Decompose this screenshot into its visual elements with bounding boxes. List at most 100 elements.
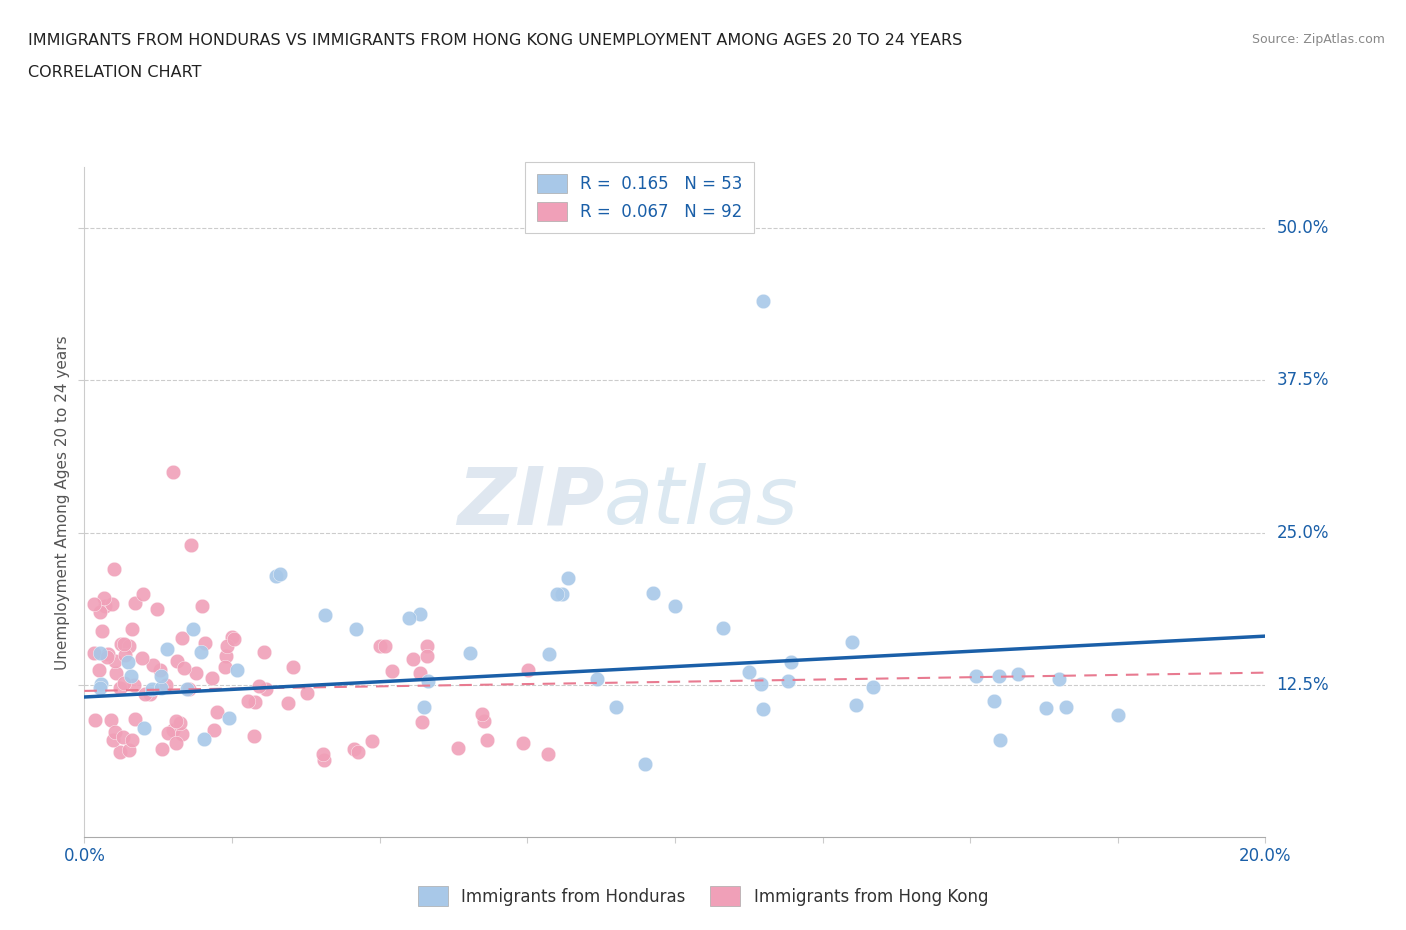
Point: [409, 606, 432, 621]
Text: 25.0%: 25.0%: [1277, 524, 1329, 541]
Point: [779, 655, 801, 670]
Point: [142, 658, 165, 672]
Point: [1047, 671, 1070, 686]
Legend: R =  0.165   N = 53, R =  0.067   N = 92: R = 0.165 N = 53, R = 0.067 N = 92: [524, 163, 754, 232]
Point: [190, 644, 212, 659]
Point: [517, 662, 540, 677]
Point: [988, 732, 1011, 747]
Point: [177, 682, 200, 697]
Point: [1107, 708, 1129, 723]
Point: [398, 610, 420, 625]
Point: [155, 642, 177, 657]
Point: [89, 645, 111, 660]
Point: [165, 736, 187, 751]
Point: [176, 682, 198, 697]
Text: ZIP: ZIP: [457, 463, 605, 541]
Point: [221, 630, 243, 644]
Point: [89, 662, 111, 677]
Point: [1035, 700, 1057, 715]
Point: [117, 655, 139, 670]
Point: [146, 602, 169, 617]
Point: [100, 712, 122, 727]
Point: [112, 676, 135, 691]
Point: [749, 676, 772, 691]
Point: [402, 651, 425, 666]
Point: [169, 715, 191, 730]
Point: [605, 699, 627, 714]
Point: [446, 740, 468, 755]
Point: [134, 686, 156, 701]
Point: [752, 294, 775, 309]
Point: [118, 639, 141, 654]
Point: [111, 729, 134, 744]
Point: [1007, 667, 1029, 682]
Point: [413, 700, 436, 715]
Point: [184, 666, 207, 681]
Point: [94, 599, 117, 614]
Point: [253, 644, 276, 659]
Point: [101, 733, 124, 748]
Point: [205, 704, 228, 719]
Point: [89, 680, 111, 695]
Point: [472, 714, 495, 729]
Point: [546, 586, 568, 601]
Point: [477, 732, 499, 747]
Point: [862, 680, 884, 695]
Point: [191, 598, 214, 613]
Point: [295, 685, 318, 700]
Point: [124, 711, 146, 726]
Point: [194, 635, 217, 650]
Point: [1054, 699, 1077, 714]
Point: [247, 678, 270, 693]
Point: [752, 701, 775, 716]
Point: [458, 645, 481, 660]
Point: [344, 621, 367, 636]
Point: [218, 711, 240, 725]
Point: [166, 654, 188, 669]
Point: [162, 723, 184, 737]
Point: [238, 694, 260, 709]
Point: [416, 649, 439, 664]
Point: [512, 736, 534, 751]
Point: [312, 747, 335, 762]
Point: [415, 639, 437, 654]
Point: [141, 682, 163, 697]
Point: [381, 664, 404, 679]
Point: [149, 663, 172, 678]
Point: [987, 669, 1010, 684]
Point: [965, 669, 987, 684]
Point: [89, 605, 111, 620]
Point: [162, 464, 184, 479]
Point: [110, 681, 132, 696]
Point: [181, 622, 204, 637]
Point: [93, 591, 115, 605]
Point: [157, 725, 180, 740]
Point: [173, 661, 195, 676]
Point: [120, 669, 142, 684]
Text: IMMIGRANTS FROM HONDURAS VS IMMIGRANTS FROM HONG KONG UNEMPLOYMENT AMONG AGES 20: IMMIGRANTS FROM HONDURAS VS IMMIGRANTS F…: [28, 33, 962, 47]
Point: [101, 597, 124, 612]
Point: [983, 694, 1005, 709]
Point: [314, 608, 336, 623]
Point: [418, 673, 440, 688]
Point: [643, 586, 665, 601]
Point: [108, 744, 131, 759]
Point: [277, 696, 299, 711]
Point: [131, 651, 153, 666]
Point: [165, 714, 187, 729]
Point: [172, 631, 194, 645]
Point: [104, 654, 127, 669]
Point: [841, 635, 863, 650]
Point: [121, 732, 143, 747]
Text: 37.5%: 37.5%: [1277, 371, 1329, 390]
Point: [551, 587, 574, 602]
Text: 12.5%: 12.5%: [1277, 676, 1329, 694]
Point: [214, 660, 236, 675]
Point: [537, 747, 560, 762]
Point: [368, 639, 391, 654]
Y-axis label: Unemployment Among Ages 20 to 24 years: Unemployment Among Ages 20 to 24 years: [55, 335, 70, 670]
Point: [150, 742, 173, 757]
Point: [738, 664, 761, 679]
Point: [634, 756, 657, 771]
Point: [118, 743, 141, 758]
